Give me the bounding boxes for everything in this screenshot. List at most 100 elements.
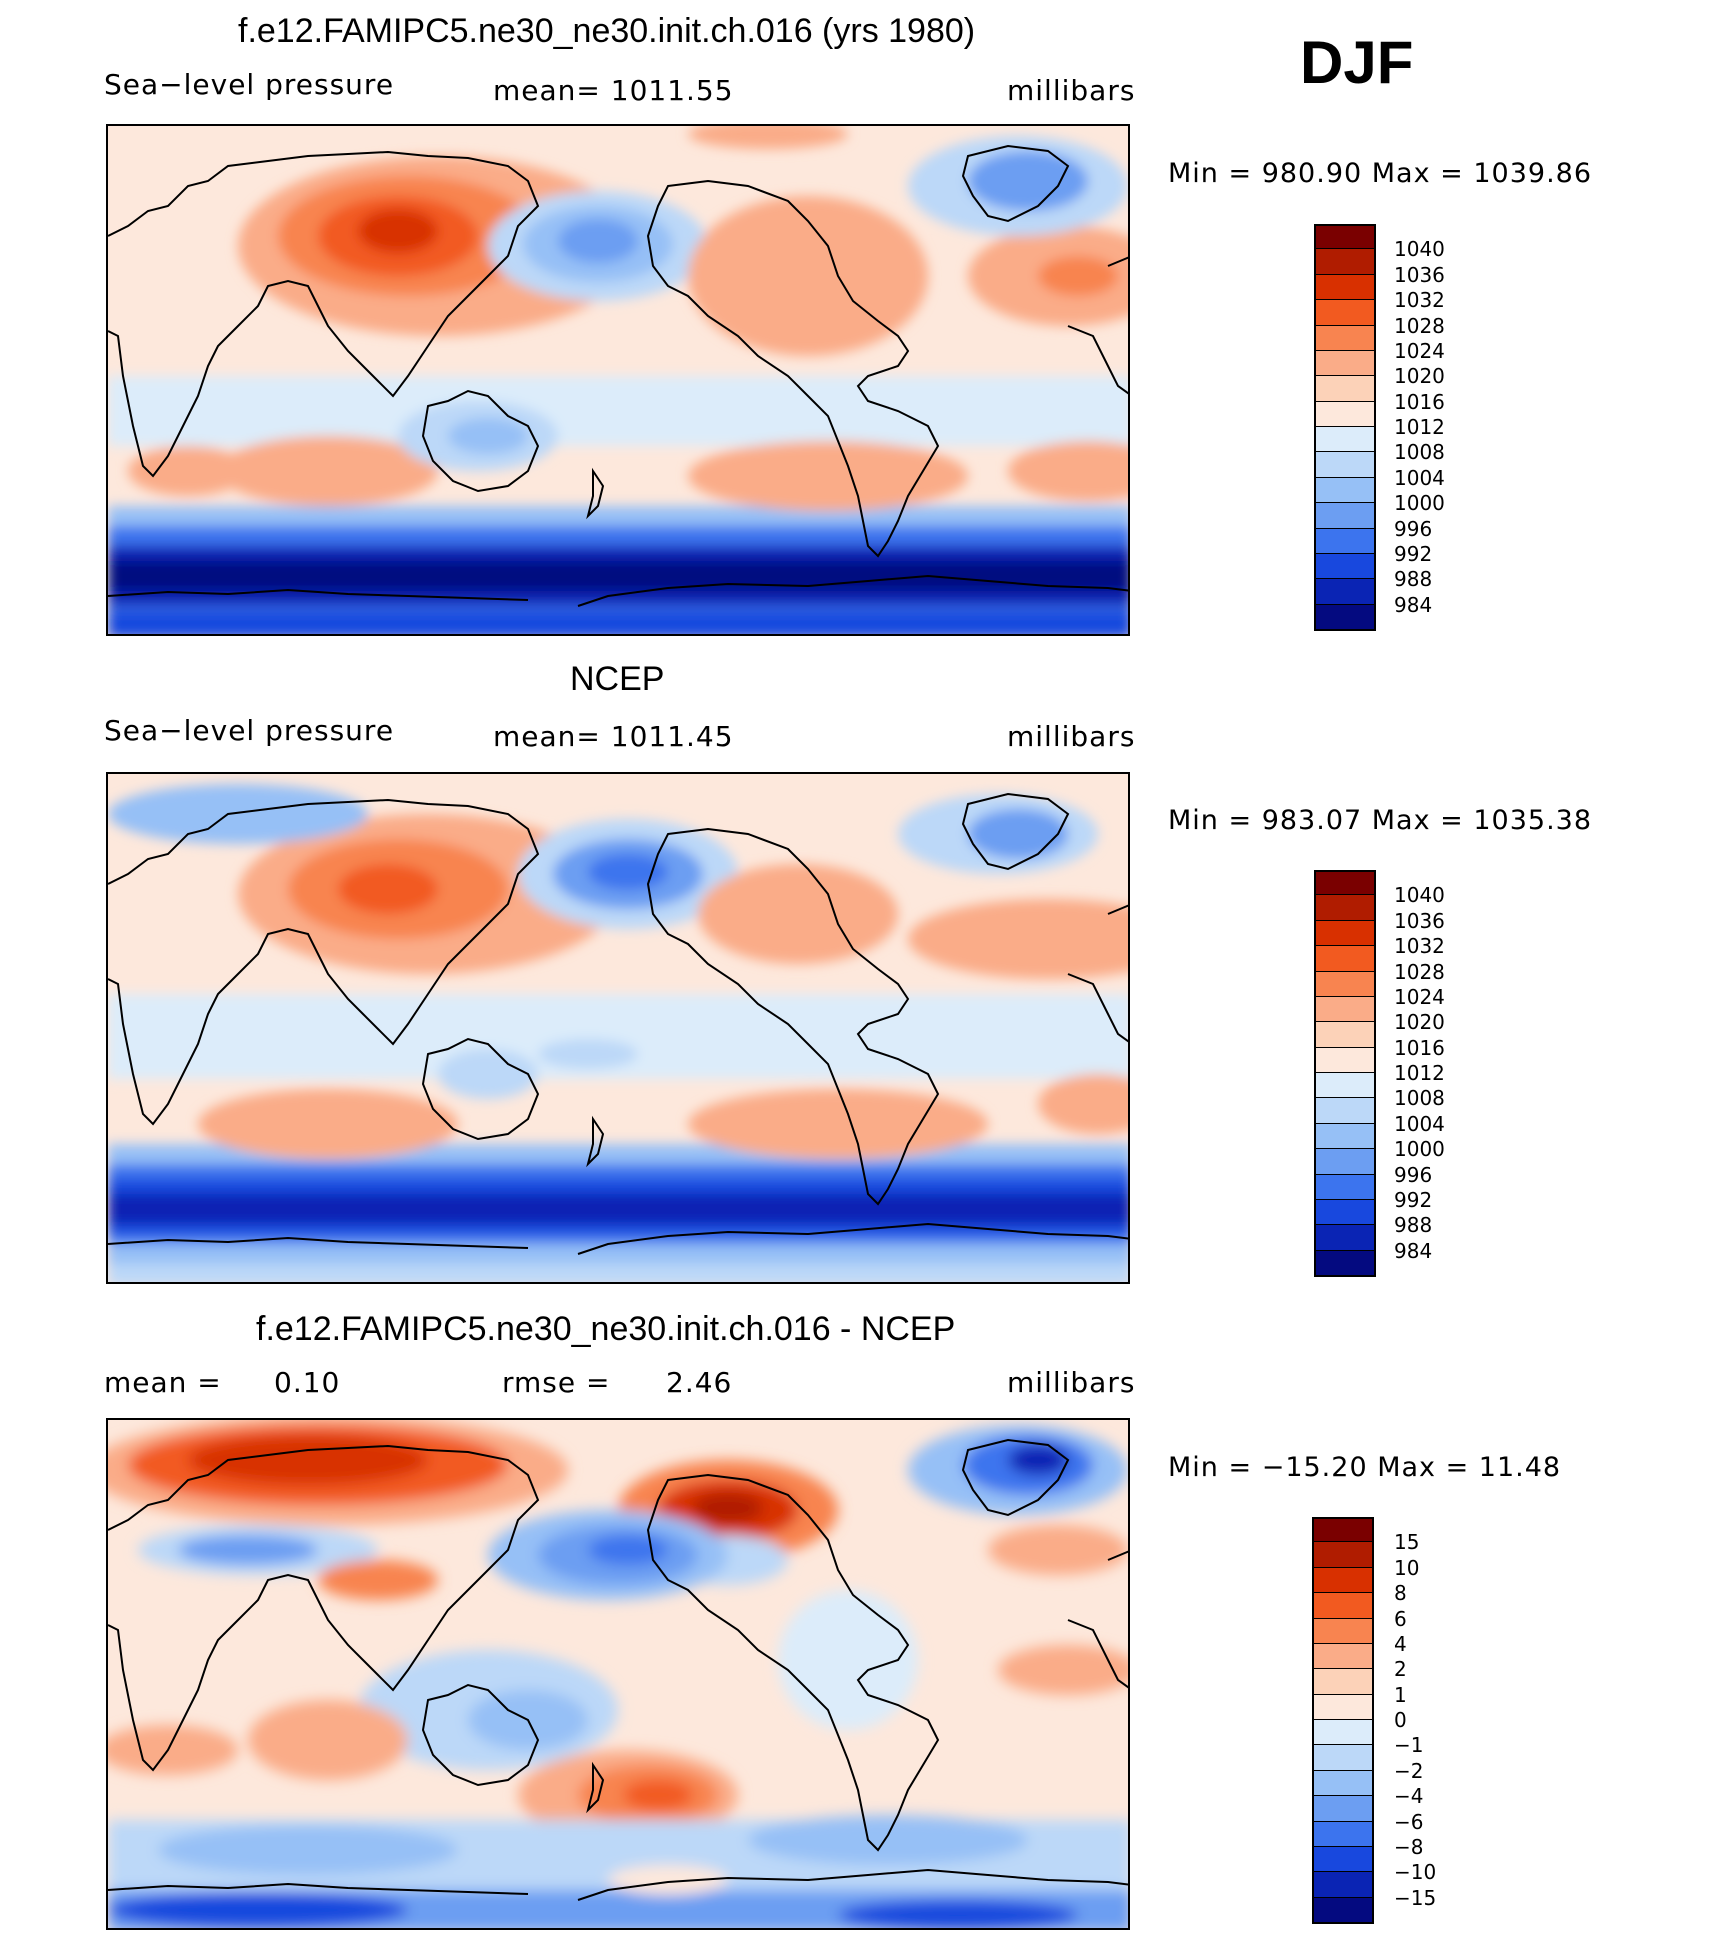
colorbar-cell (1314, 604, 1376, 631)
panel3-units-label: millibars (1007, 1366, 1136, 1399)
colorbar-tick-label: 1008 (1394, 1086, 1445, 1111)
colorbar-cell (1314, 503, 1376, 530)
colorbar-tick-label: 1036 (1394, 908, 1445, 933)
colorbar-cell (1314, 895, 1376, 922)
colorbar-tick-label: 1040 (1394, 883, 1445, 908)
panel2-mean-label: mean= 1011.45 (493, 720, 734, 753)
colorbar-cell (1314, 1250, 1376, 1277)
colorbar-tick-label: 1036 (1394, 262, 1445, 287)
colorbar-cell (1312, 1517, 1374, 1544)
colorbar-tick-label: 988 (1394, 567, 1433, 592)
colorbar-tick-label: 992 (1394, 1187, 1433, 1212)
colorbar-tick-label: −8 (1394, 1834, 1424, 1859)
colorbar-cell (1314, 920, 1376, 948)
colorbar-cell (1314, 1225, 1376, 1252)
colorbar-tick-label: 992 (1394, 541, 1433, 566)
colorbar-tick-label: 1024 (1394, 984, 1445, 1009)
colorbar-cell (1312, 1846, 1374, 1874)
colorbar-tick-label: 6 (1394, 1606, 1407, 1631)
colorbar-tick-label: −2 (1394, 1758, 1424, 1783)
colorbar-cell (1314, 1047, 1376, 1074)
colorbar-cell (1314, 224, 1376, 251)
colorbar-tick-label: 984 (1394, 1238, 1433, 1263)
panel1-mean-label: mean= 1011.55 (493, 74, 734, 107)
colorbar-cell (1314, 1073, 1376, 1100)
colorbar-tick-label: 988 (1394, 1213, 1433, 1238)
colorbar-cell (1314, 1022, 1376, 1049)
colorbar-cell (1314, 1123, 1376, 1151)
colorbar-cell (1312, 1643, 1374, 1671)
colorbar-tick-label: 1000 (1394, 491, 1445, 516)
colorbar-tick-label: 1020 (1394, 364, 1445, 389)
colorbar-tick-label: 996 (1394, 516, 1433, 541)
colorbar-cell (1312, 1567, 1374, 1595)
panel3-title: f.e12.FAMIPC5.ne30_ne30.init.ch.016 - NC… (256, 1310, 956, 1348)
colorbar-tick-label: 15 (1394, 1530, 1420, 1555)
colorbar-cell (1314, 452, 1376, 479)
colorbar-tick-label: 1016 (1394, 1035, 1445, 1060)
colorbar-tick-label: −6 (1394, 1809, 1424, 1834)
colorbar-tick-label: 4 (1394, 1631, 1407, 1656)
colorbar-cell (1314, 528, 1376, 555)
colorbar-tick-label: 1032 (1394, 288, 1445, 313)
colorbar-tick-label: 1032 (1394, 934, 1445, 959)
panel3-map (106, 1418, 1130, 1930)
colorbar-cell (1312, 1669, 1374, 1696)
colorbar-tick-label: 996 (1394, 1162, 1433, 1187)
colorbar-cell (1314, 300, 1376, 327)
colorbar-tick-label: 1000 (1394, 1137, 1445, 1162)
colorbar-cell (1314, 325, 1376, 352)
colorbar-cell (1314, 376, 1376, 403)
colorbar-cell (1312, 1770, 1374, 1798)
colorbar-cell (1312, 1872, 1374, 1899)
colorbar-cell (1314, 1098, 1376, 1125)
colorbar-cell (1314, 427, 1376, 454)
panel3-rmse-label: rmse = (502, 1366, 611, 1399)
colorbar-cell (1314, 1199, 1376, 1227)
panel1-map (106, 124, 1130, 636)
panel2-map (106, 772, 1130, 1284)
panel3-colorbar (1312, 1517, 1374, 1924)
colorbar-tick-label: −15 (1394, 1885, 1437, 1910)
colorbar-cell (1314, 350, 1376, 378)
colorbar-cell (1314, 996, 1376, 1024)
colorbar-cell (1312, 1897, 1374, 1924)
colorbar-tick-label: 0 (1394, 1708, 1407, 1732)
panel1-title: f.e12.FAMIPC5.ne30_ne30.init.ch.016 (yrs… (238, 12, 976, 50)
colorbar-cell (1314, 946, 1376, 973)
colorbar-tick-label: 2 (1394, 1657, 1407, 1682)
panel2-units-label: millibars (1007, 720, 1136, 753)
colorbar-tick-label: 1020 (1394, 1010, 1445, 1035)
colorbar-cell (1314, 971, 1376, 998)
colorbar-cell (1314, 249, 1376, 276)
colorbar-cell (1312, 1593, 1374, 1620)
panel3-mean-value: 0.10 (274, 1366, 341, 1399)
season-label: DJF (1300, 29, 1414, 96)
colorbar-cell (1312, 1745, 1374, 1772)
panel1-units-label: millibars (1007, 74, 1136, 107)
colorbar-tick-label: 1024 (1394, 338, 1445, 363)
colorbar-tick-label: 10 (1394, 1555, 1420, 1580)
colorbar-cell (1314, 870, 1376, 897)
colorbar-cell (1312, 1694, 1374, 1721)
colorbar-cell (1314, 1149, 1376, 1176)
panel2-colorbar (1314, 870, 1376, 1277)
colorbar-tick-label: 1040 (1394, 237, 1445, 262)
colorbar-tick-label: 1012 (1394, 1061, 1445, 1085)
colorbar-tick-label: 1008 (1394, 440, 1445, 465)
colorbar-tick-label: −10 (1394, 1860, 1437, 1885)
panel3-minmax: Min = −15.20 Max = 11.48 (1168, 1452, 1562, 1483)
colorbar-cell (1314, 579, 1376, 606)
colorbar-tick-label: 1004 (1394, 465, 1445, 490)
colorbar-tick-label: −4 (1394, 1784, 1424, 1809)
colorbar-tick-label: 1012 (1394, 415, 1445, 439)
colorbar-tick-label: 8 (1394, 1581, 1407, 1606)
colorbar-cell (1314, 553, 1376, 581)
panel1-contours (108, 126, 1128, 634)
colorbar-tick-label: 1004 (1394, 1111, 1445, 1136)
colorbar-tick-label: 1016 (1394, 389, 1445, 414)
panel3-rmse-value: 2.46 (666, 1366, 733, 1399)
colorbar-tick-label: 1028 (1394, 959, 1445, 984)
panel2-variable-label: Sea−level pressure (104, 714, 395, 747)
